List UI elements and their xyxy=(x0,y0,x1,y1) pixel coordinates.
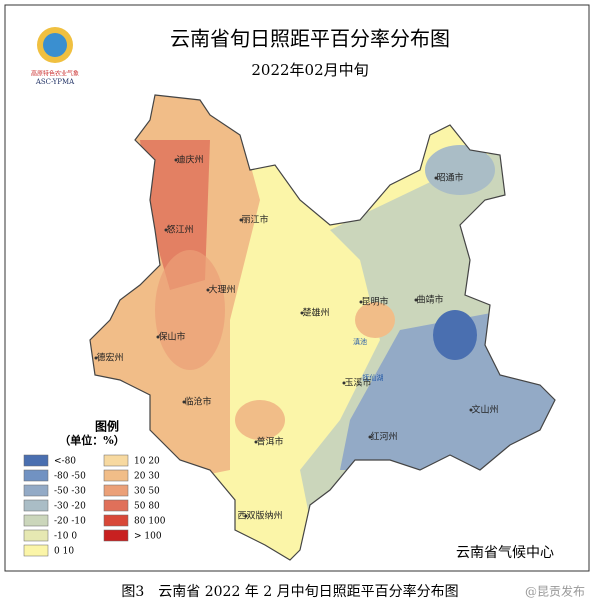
legend-label: 80 100 xyxy=(134,517,166,527)
place-label: 滇池 xyxy=(353,337,367,346)
watermark: @昆贡发布 xyxy=(525,584,585,599)
place-label: 昆明市 xyxy=(361,296,388,308)
legend-swatch xyxy=(23,499,49,512)
legend-swatch xyxy=(23,454,49,467)
legend-label: 50 80 xyxy=(134,502,160,512)
place-dot xyxy=(359,300,363,304)
place-label: 红河州 xyxy=(370,431,397,443)
place-dot xyxy=(300,311,304,315)
caption: 图3 云南省 2022 年 2 月中旬日照距平百分率分布图 xyxy=(121,583,458,600)
legend-swatch xyxy=(23,544,49,557)
place-dot xyxy=(239,218,243,222)
place-label: 保山市 xyxy=(158,331,185,343)
logo: 高原特色农业气象 ASC-YPMA xyxy=(31,27,79,86)
legend-label: <-80 xyxy=(54,457,76,467)
place-dot xyxy=(206,288,210,292)
legend: <-80 -80 -50 -50 -30 -30 -20 -20 -10 -10 0 0 1… xyxy=(23,454,166,557)
legend-swatch xyxy=(103,514,129,527)
legend-swatch xyxy=(23,484,49,497)
legend-label: -30 -20 xyxy=(54,502,86,512)
legend-swatch xyxy=(23,469,49,482)
place-dot xyxy=(174,158,178,162)
place-label: 抚仙湖 xyxy=(363,373,384,382)
legend-label: -50 -30 xyxy=(54,487,86,497)
place-dot xyxy=(156,335,160,339)
place-label: 西双版纳州 xyxy=(237,510,282,522)
place-label: 大理州 xyxy=(208,284,235,296)
place-dot xyxy=(342,381,346,385)
logo-text: 高原特色农业气象 xyxy=(31,70,79,78)
legend-swatch xyxy=(103,469,129,482)
place-dot xyxy=(434,176,438,180)
legend-swatch xyxy=(103,499,129,512)
place-dot xyxy=(244,514,248,518)
logo-abbr: ASC-YPMA xyxy=(35,78,75,86)
place-label: 迪庆州 xyxy=(176,154,203,166)
legend-label: > 100 xyxy=(134,532,162,542)
legend-label: -80 -50 xyxy=(54,472,86,482)
legend-label: 10 20 xyxy=(134,457,160,467)
title: 云南省旬日照距平百分率分布图 xyxy=(170,27,450,51)
subtitle: 2022年02月中旬 xyxy=(251,61,368,79)
legend-swatch xyxy=(103,529,129,542)
place-label: 玉溪市 xyxy=(344,377,371,389)
place-dot xyxy=(182,400,186,404)
place-dot xyxy=(94,356,98,360)
place-label: 昭通市 xyxy=(436,172,463,184)
place-label: 普洱市 xyxy=(256,436,283,448)
place-label: 楚雄州 xyxy=(302,307,329,319)
place-label: 文山州 xyxy=(471,404,498,416)
place-dot xyxy=(414,298,418,302)
legend-unit: （单位：%） xyxy=(59,433,124,447)
place-dot xyxy=(469,408,473,412)
legend-label: 20 30 xyxy=(134,472,160,482)
place-label: 临沧市 xyxy=(184,396,211,408)
place-label: 怒江州 xyxy=(166,224,193,236)
credit: 云南省气候中心 xyxy=(456,545,554,561)
legend-label: -20 -10 xyxy=(54,517,86,527)
legend-label: 0 10 xyxy=(54,547,74,557)
legend-swatch xyxy=(103,454,129,467)
legend-swatch xyxy=(23,529,49,542)
place-label: 德宏州 xyxy=(96,352,123,364)
place-dot xyxy=(254,440,258,444)
legend-label: -10 0 xyxy=(54,532,77,542)
legend-title: 图例 xyxy=(95,419,119,434)
legend-swatch xyxy=(103,484,129,497)
place-dot xyxy=(164,228,168,232)
legend-label: 30 50 xyxy=(134,487,160,497)
legend-swatch xyxy=(23,514,49,527)
place-label: 丽江市 xyxy=(241,214,268,226)
place-dot xyxy=(368,435,372,439)
frame xyxy=(4,4,590,572)
place-label: 曲靖市 xyxy=(416,294,443,306)
